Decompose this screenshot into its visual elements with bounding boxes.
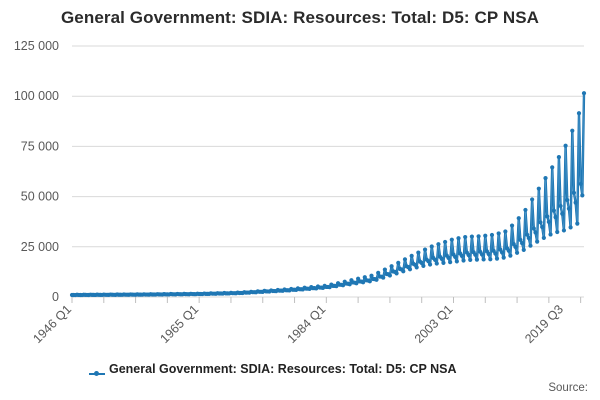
- svg-text:25 000: 25 000: [21, 240, 59, 254]
- svg-text:1946 Q1: 1946 Q1: [30, 302, 74, 346]
- svg-text:1965 Q1: 1965 Q1: [157, 302, 201, 346]
- svg-text:1984 Q1: 1984 Q1: [285, 302, 329, 346]
- svg-text:75 000: 75 000: [21, 139, 59, 153]
- svg-text:100 000: 100 000: [14, 89, 59, 103]
- svg-text:0: 0: [52, 290, 59, 304]
- svg-text:125 000: 125 000: [14, 39, 59, 53]
- svg-text:2019 Q3: 2019 Q3: [522, 302, 566, 346]
- svg-text:50 000: 50 000: [21, 190, 59, 204]
- svg-text:2003 Q1: 2003 Q1: [412, 302, 456, 346]
